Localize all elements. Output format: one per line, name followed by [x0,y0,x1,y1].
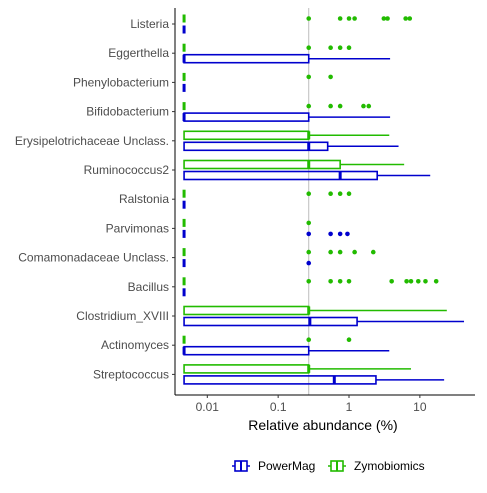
legend-item-zymobiomics: Zymobiomics [328,459,425,473]
outlier-point [306,337,312,343]
outlier-point [337,16,343,21]
outlier-point [385,16,390,21]
outlier-point [306,231,312,237]
outlier-point [328,74,333,80]
outlier-point [306,249,312,255]
y-tick-label: Eggerthella [108,46,169,60]
outlier-point [404,279,409,284]
y-tick-label: Phenylobacterium [73,75,169,89]
outlier-point [433,279,439,284]
outlier-point [328,191,333,196]
outlier-point [306,103,312,109]
box-zymobiomics [183,305,447,316]
box-zymobiomics [183,159,405,170]
y-tick-label: Erysipelotrichaceae Unclass. [15,134,169,148]
x-tick-label: 10 [413,400,427,414]
legend-label: Zymobiomics [354,459,425,473]
outlier-point [337,249,343,255]
y-tick-label: Parvimonas [106,221,169,235]
y-tick-label: Streptococcus [93,367,169,381]
outlier-point [306,191,312,196]
y-tick-label: Comamonadaceae Unclass. [18,251,169,265]
outlier-point [306,220,312,226]
outlier-point [389,279,394,284]
outlier-point [346,45,352,50]
outlier-point [328,279,333,284]
outlier-point [403,16,408,21]
outlier-point [366,103,372,109]
outlier-point [337,231,343,237]
outlier-point [408,279,414,284]
outlier-point [306,74,312,80]
outlier-point [346,191,352,196]
outlier-point [345,231,350,237]
y-tick-label: Clostridium_XVIII [76,309,169,323]
box-layer [182,14,465,385]
outlier-point [370,249,376,255]
box-zymobiomics [183,130,390,141]
y-tick-labels: Streptococcus Actinomyces Clostridium_XVII… [15,17,175,381]
x-tick-label: 0.1 [270,400,287,414]
outlier-point [337,279,343,284]
box-powermag [182,112,391,122]
outlier-point [328,249,333,255]
outlier-point [306,16,312,21]
y-tick-label: Ruminococcus2 [84,163,170,177]
outlier-point [306,279,312,284]
legend-label: PowerMag [258,459,315,473]
box-powermag [183,316,465,327]
outlier-point [346,337,352,343]
outlier-point [423,279,428,284]
outlier-point [337,191,343,196]
outlier-point [346,279,352,284]
outlier-point [407,16,413,21]
outlier-point [415,279,421,284]
y-tick-label: Bacillus [128,280,169,294]
box-powermag [183,375,445,385]
box-powermag [182,53,391,64]
outlier-layer [306,16,439,343]
outlier-point [337,103,343,109]
y-tick-label: Listeria [130,17,169,31]
y-tick-label: Bifidobacterium [86,105,169,119]
box-powermag [183,141,399,152]
outlier-point [328,103,333,109]
box-powermag [183,170,431,181]
box-zymobiomics [183,364,412,374]
legend: PowerMag Zymobiomics [232,459,425,473]
legend-item-powermag: PowerMag [232,459,315,473]
outlier-point [352,249,357,255]
outlier-point [328,231,333,237]
x-tick-labels: 0.01 0.1 1 10 [196,395,427,414]
y-tick-label: Ralstonia [119,192,169,206]
x-tick-label: 1 [346,400,353,414]
outlier-point [306,45,312,50]
outlier-point [381,16,387,21]
x-axis-title: Relative abundance (%) [248,417,397,433]
box-powermag [182,345,390,356]
outlier-point [337,45,343,50]
y-tick-label: Actinomyces [101,338,169,352]
outlier-point [352,16,357,21]
outlier-point [361,103,366,109]
outlier-point [346,16,352,21]
outlier-point [306,260,312,266]
outlier-point [328,45,333,50]
x-tick-label: 0.01 [196,400,220,414]
